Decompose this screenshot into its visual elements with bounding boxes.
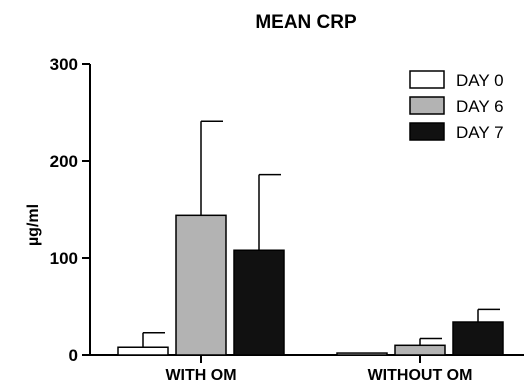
y-tick-label: 200 (50, 152, 78, 171)
bar (233, 249, 285, 356)
bar (117, 346, 169, 356)
bar (394, 344, 446, 356)
y-tick-label: 100 (50, 249, 78, 268)
legend-label: DAY 7 (456, 123, 504, 142)
y-axis-label: µg/ml (25, 204, 42, 246)
legend: DAY 0 DAY 6 DAY 7 (409, 70, 504, 142)
bars (117, 120, 504, 356)
x-tick-label: WITH OM (165, 367, 236, 384)
legend-swatch (409, 122, 445, 141)
bar (452, 321, 504, 356)
bar (175, 214, 227, 356)
chart-title: MEAN CRP (255, 12, 357, 33)
x-axis: WITH OM WITHOUT OM (90, 354, 524, 384)
legend-swatch (409, 70, 445, 89)
bar (336, 352, 388, 356)
legend-label: DAY 0 (456, 71, 504, 90)
y-ticks: 0 100 200 300 (50, 55, 90, 365)
x-tick-label: WITHOUT OM (368, 367, 473, 384)
y-tick-label: 0 (69, 346, 78, 365)
legend-label: DAY 6 (456, 97, 504, 116)
legend-swatch (409, 96, 445, 115)
y-tick-label: 300 (50, 55, 78, 74)
